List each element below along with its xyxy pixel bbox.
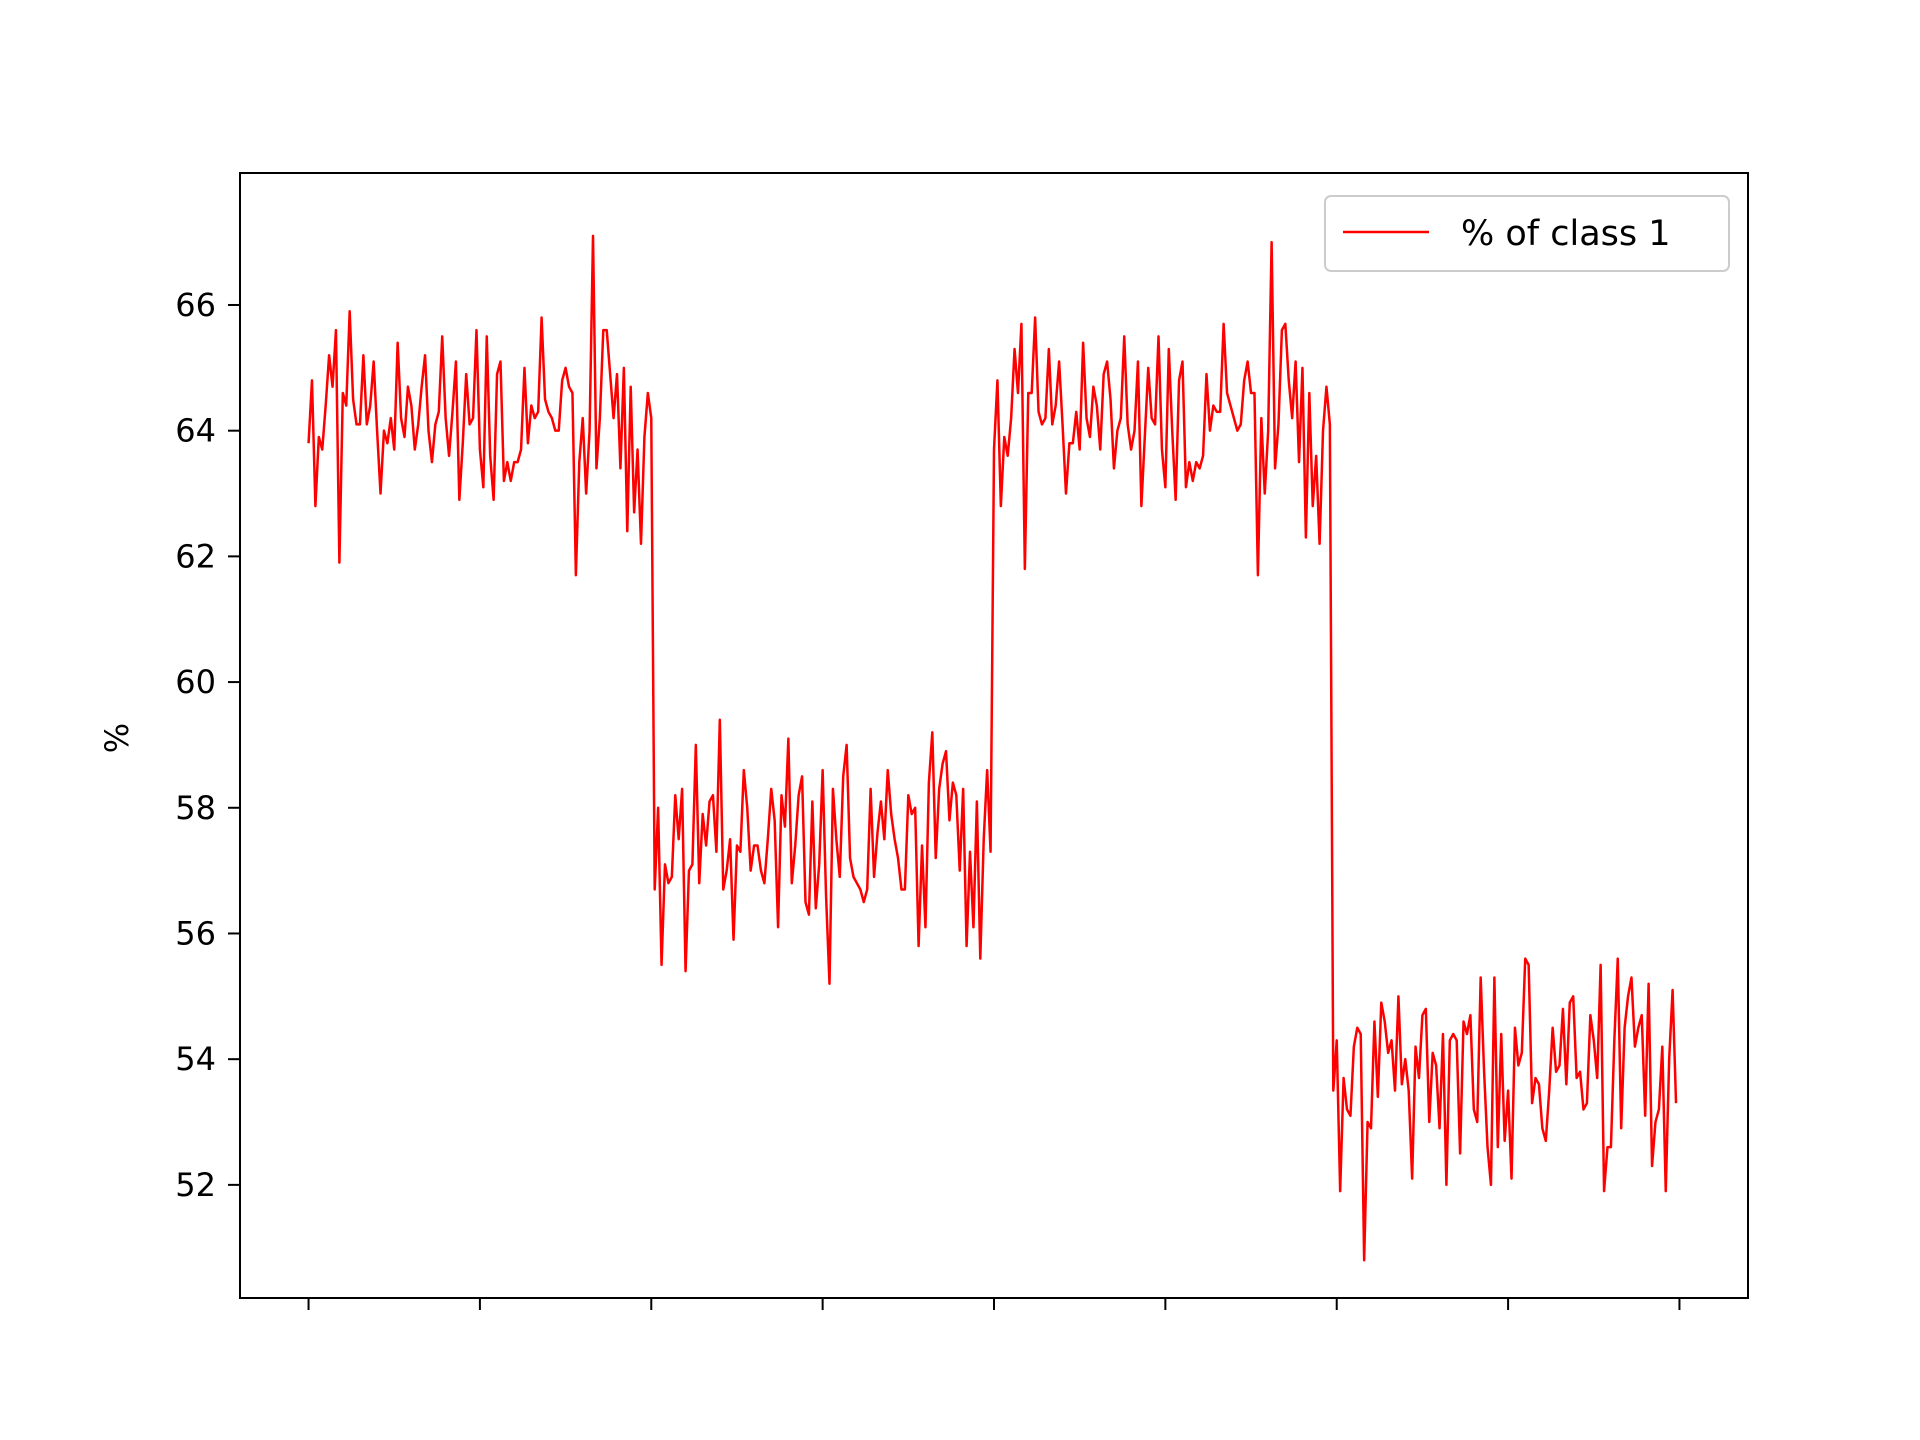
legend-box bbox=[1324, 195, 1730, 272]
y-tick-label-66: 66 bbox=[175, 286, 216, 324]
series-line-0 bbox=[307, 234, 1678, 1262]
y-tick-label-62: 62 bbox=[175, 537, 216, 575]
legend: % of class 1 bbox=[1324, 195, 1730, 272]
y-tick-label-64: 64 bbox=[175, 412, 216, 450]
y-axis-label: % bbox=[98, 723, 136, 753]
y-tick-label-52: 52 bbox=[175, 1166, 216, 1204]
axes-frame bbox=[239, 172, 1749, 1299]
y-tick-label-60: 60 bbox=[175, 663, 216, 701]
plot-area bbox=[240, 173, 1748, 1298]
y-tick-label-54: 54 bbox=[175, 1040, 216, 1078]
legend-label-class-1: % of class 1 bbox=[1461, 214, 1671, 254]
axes-layer: 52 54 56 58 60 62 64 66 bbox=[175, 286, 1681, 1310]
y-tick-label-56: 56 bbox=[175, 914, 216, 952]
axes-background bbox=[240, 173, 1748, 1298]
series-layer bbox=[307, 234, 1678, 1262]
y-tick-label-58: 58 bbox=[175, 789, 216, 827]
